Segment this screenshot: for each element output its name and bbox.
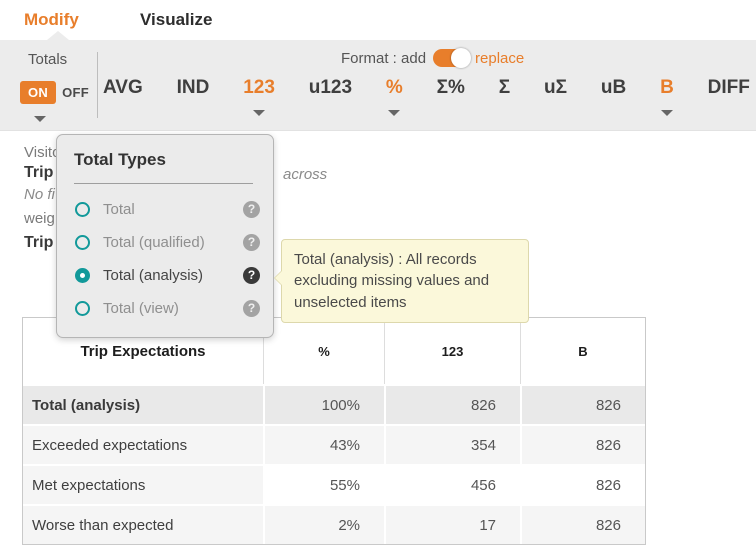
statistic-buttons-row: AVG IND 123 u123 % Σ% Σ uΣ uB B <box>103 77 750 116</box>
tab-modify[interactable]: Modify <box>24 10 79 29</box>
results-table: Trip Expectations % 123 B Total (analysi… <box>22 317 646 545</box>
pct-cell[interactable]: 100% <box>265 386 384 424</box>
radio-selected-icon[interactable] <box>75 268 90 283</box>
active-tab-notch <box>47 31 69 40</box>
background-text-fragment: Visito <box>24 144 61 161</box>
b-caret-icon[interactable] <box>660 110 673 116</box>
radio-icon[interactable] <box>75 235 90 250</box>
format-toggle-knob[interactable] <box>451 48 472 68</box>
count-cell[interactable]: 17 <box>386 506 520 544</box>
totals-off-button[interactable]: OFF <box>62 85 90 100</box>
table-row-total-analysis: Total (analysis) 100% 826 826 <box>23 386 645 424</box>
count-123-button[interactable]: 123 <box>243 77 275 116</box>
background-text-fragment: Trip <box>24 234 54 251</box>
table-row-worse: Worse than expected 2% 17 826 <box>23 506 645 544</box>
diff-button[interactable]: DIFF <box>707 77 750 98</box>
background-text-fragment: Trip <box>24 164 54 181</box>
format-toggle-switch[interactable] <box>433 48 472 68</box>
column-header-percent: % <box>263 318 384 384</box>
option-total-view[interactable]: Total (view) ? <box>57 292 273 325</box>
row-label-cell[interactable]: Exceeded expectations <box>23 426 263 464</box>
count-cell[interactable]: 354 <box>386 426 520 464</box>
column-header-base: B <box>520 318 645 384</box>
totals-label: Totals <box>28 51 68 68</box>
help-icon-active[interactable]: ? <box>243 267 260 284</box>
radio-icon[interactable] <box>75 202 90 217</box>
totals-on-off-toggle[interactable]: ON OFF <box>20 81 89 104</box>
help-icon[interactable]: ? <box>243 234 260 251</box>
count-cell[interactable]: 456 <box>386 466 520 504</box>
toolbar-divider <box>97 52 98 118</box>
u-sigma-button[interactable]: uΣ <box>544 77 568 98</box>
format-control: Format : add replace <box>341 48 525 68</box>
b-button[interactable]: B <box>660 77 674 116</box>
sigma-button[interactable]: Σ <box>498 77 511 98</box>
count-cell[interactable]: 826 <box>386 386 520 424</box>
pct-cell[interactable]: 55% <box>265 466 384 504</box>
popup-title: Total Types <box>74 150 166 169</box>
ub-button[interactable]: uB <box>600 77 627 98</box>
help-tooltip: Total (analysis) : All records excluding… <box>274 239 529 324</box>
pct-cell[interactable]: 2% <box>265 506 384 544</box>
option-total[interactable]: Total ? <box>57 193 273 226</box>
sigma-percent-button[interactable]: Σ% <box>436 77 465 98</box>
radio-icon[interactable] <box>75 301 90 316</box>
base-cell[interactable]: 826 <box>522 466 645 504</box>
background-text-fragment: No fi <box>24 186 55 203</box>
base-cell[interactable]: 826 <box>522 506 645 544</box>
totals-on-button[interactable]: ON <box>20 81 57 104</box>
row-label-cell[interactable]: Total (analysis) <box>23 386 263 424</box>
row-label-cell[interactable]: Worse than expected <box>23 506 263 544</box>
row-label-cell[interactable]: Met expectations <box>23 466 263 504</box>
option-total-qualified[interactable]: Total (qualified) ? <box>57 226 273 259</box>
column-header-count: 123 <box>384 318 520 384</box>
table-row-met: Met expectations 55% 456 826 <box>23 466 645 504</box>
option-total-analysis[interactable]: Total (analysis) ? <box>57 259 273 292</box>
percent-caret-icon[interactable] <box>388 110 401 116</box>
percent-button[interactable]: % <box>386 77 403 116</box>
u123-button[interactable]: u123 <box>308 77 353 98</box>
pct-cell[interactable]: 43% <box>265 426 384 464</box>
base-cell[interactable]: 826 <box>522 386 645 424</box>
format-add-label: Format : add <box>341 49 427 67</box>
background-text-fragment: weig <box>24 210 55 227</box>
totals-dropdown-caret-icon[interactable] <box>34 116 46 122</box>
help-icon[interactable]: ? <box>243 201 260 218</box>
tab-visualize[interactable]: Visualize <box>140 10 213 29</box>
popup-divider <box>74 183 253 184</box>
base-cell[interactable]: 826 <box>522 426 645 464</box>
background-text-fragment: across <box>283 166 328 183</box>
table-row-exceeded: Exceeded expectations 43% 354 826 <box>23 426 645 464</box>
tab-bar: Modify Visualize <box>0 0 756 40</box>
statistics-toolbar: Totals ON OFF Format : add replace AVG I… <box>0 40 756 131</box>
count-123-caret-icon[interactable] <box>253 110 266 116</box>
help-icon[interactable]: ? <box>243 300 260 317</box>
total-types-popup: Total Types Total ? Total (qualified) ? … <box>56 134 274 338</box>
avg-button[interactable]: AVG <box>103 77 143 98</box>
column-header-question: Trip Expectations <box>80 342 206 360</box>
ind-button[interactable]: IND <box>176 77 210 98</box>
format-replace-label: replace <box>475 49 525 67</box>
